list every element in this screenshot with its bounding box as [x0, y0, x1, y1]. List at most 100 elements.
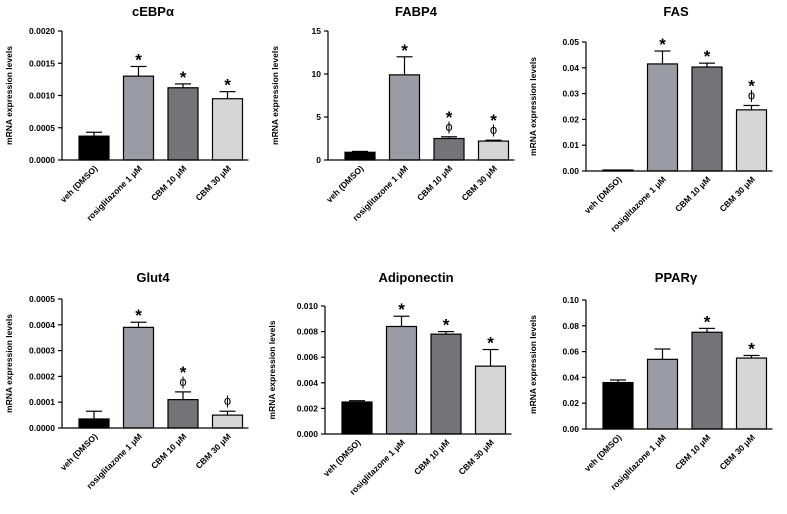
significance-star: *	[748, 76, 755, 95]
x-category-label: veh (DMSO)	[324, 163, 365, 204]
chart-title: cEBPα	[132, 4, 174, 19]
bar-3	[433, 137, 465, 161]
chart-panel-5: Adiponectin mRNA expression levels 0.000 0.…	[267, 270, 512, 497]
chart-panel-6: PPARγ mRNA expression levels 0.00 0.02 0.04 0…	[528, 270, 773, 492]
chart-title: PPARγ	[655, 270, 698, 285]
y-tick-label: 0.0003	[29, 346, 55, 356]
bar-3	[430, 333, 462, 435]
y-axis-label: mRNA expression levels	[4, 314, 14, 413]
chart-title: FABP4	[395, 4, 438, 19]
y-tick-label: 0.05	[562, 37, 579, 47]
x-category-label: CBM 10 μM	[673, 174, 712, 213]
x-category-label: veh (DMSO)	[58, 163, 99, 204]
x-category-label: veh (DMSO)	[321, 437, 362, 478]
y-axis-label: mRNA expression levels	[4, 46, 14, 145]
y-tick-label: 0.0020	[29, 26, 55, 36]
bar-4	[735, 357, 768, 430]
y-axis-label: mRNA expression levels	[528, 57, 538, 156]
y-tick-label: 0.03	[562, 89, 579, 99]
y-tick-label: 0.01	[562, 140, 579, 150]
x-category-label: CBM 30 μM	[456, 437, 495, 476]
y-tick-label: 0.002	[297, 403, 319, 413]
y-tick-label: 0.00	[562, 424, 579, 434]
significance-star: *	[401, 41, 408, 60]
bar-2	[385, 325, 418, 435]
significance-star: *	[398, 300, 405, 319]
y-tick-label: 0.04	[562, 372, 579, 382]
x-category-label: CBM 10 μM	[673, 432, 712, 471]
y-tick-label: 0.006	[297, 352, 319, 362]
bar-1	[602, 381, 634, 430]
y-tick-label: 0.08	[562, 321, 579, 331]
bar-3	[691, 66, 723, 172]
y-tick-label: 0.0010	[29, 91, 55, 101]
x-category-label: veh (DMSO)	[582, 174, 623, 215]
bar-4	[211, 98, 244, 161]
y-tick-label: 0.02	[562, 114, 579, 124]
y-tick-label: 0.0004	[29, 320, 55, 330]
significance-phi: ϕ	[748, 87, 755, 102]
x-category-label: veh (DMSO)	[58, 431, 99, 472]
x-category-label: CBM 30 μM	[193, 163, 232, 202]
significance-star: *	[704, 47, 711, 66]
bar-3	[167, 87, 199, 161]
bar-1	[341, 401, 373, 435]
bar-2	[122, 326, 155, 429]
x-category-label: CBM 30 μM	[459, 163, 498, 202]
significance-phi: ϕ	[490, 122, 497, 137]
y-tick-label: 0.0002	[29, 371, 55, 381]
significance-star: *	[135, 306, 142, 325]
significance-phi: ϕ	[224, 393, 231, 408]
significance-star: *	[487, 334, 494, 353]
y-tick-label: 0.000	[297, 429, 319, 439]
bar-2	[388, 74, 421, 161]
y-tick-label: 0	[316, 155, 321, 165]
significance-star: *	[704, 312, 711, 331]
bar-3	[167, 399, 199, 429]
bar-2	[646, 63, 679, 172]
chart-title: Glut4	[136, 270, 170, 285]
y-tick-label: 0.0000	[29, 423, 55, 433]
x-category-label: CBM 10 μM	[412, 437, 451, 476]
bar-3	[691, 331, 723, 430]
significance-star: *	[659, 35, 666, 54]
significance-phi: ϕ	[179, 374, 186, 389]
x-category-label: CBM 10 μM	[415, 163, 454, 202]
y-tick-label: 0.0005	[29, 294, 55, 304]
significance-star: *	[446, 108, 453, 127]
x-category-label: CBM 30 μM	[717, 432, 756, 471]
chart-panel-4: Glut4 mRNA expression levels 0.0000 0.0001 0…	[4, 270, 249, 491]
bar-4	[211, 414, 244, 429]
y-tick-label: 0.004	[297, 378, 319, 388]
bar-2	[646, 358, 679, 430]
chart-title: Adiponectin	[378, 270, 453, 285]
significance-star: *	[180, 363, 187, 382]
y-tick-label: 0.00	[562, 166, 579, 176]
y-tick-label: 0.0005	[29, 123, 55, 133]
significance-star: *	[180, 68, 187, 87]
x-category-label: CBM 30 μM	[717, 174, 756, 213]
significance-star: *	[748, 339, 755, 358]
significance-star: *	[443, 316, 450, 335]
chart-panel-2: FABP4 mRNA expression levels 0 5 10 15 veh (DM…	[270, 4, 515, 223]
bar-4	[474, 365, 507, 435]
y-tick-label: 0.10	[562, 295, 579, 305]
bar-1	[78, 418, 110, 429]
y-tick-label: 0.0001	[29, 397, 55, 407]
bar-1	[344, 151, 376, 161]
chart-panel-3: FAS mRNA expression levels 0.00 0.01 0.02 0.0…	[528, 4, 773, 234]
y-tick-label: 0.04	[562, 63, 579, 73]
y-tick-label: 0.02	[562, 398, 579, 408]
x-category-label: CBM 10 μM	[149, 163, 188, 202]
significance-star: *	[224, 76, 231, 95]
chart-title: FAS	[663, 4, 689, 19]
x-category-label: veh (DMSO)	[582, 432, 623, 473]
bar-1	[78, 135, 110, 161]
y-tick-label: 0.0000	[29, 155, 55, 165]
y-tick-label: 15	[312, 26, 322, 36]
y-tick-label: 0.010	[297, 301, 319, 311]
y-tick-label: 0.06	[562, 347, 579, 357]
y-axis-label: mRNA expression levels	[528, 315, 538, 414]
significance-star: *	[490, 111, 497, 130]
bar-2	[122, 75, 155, 161]
